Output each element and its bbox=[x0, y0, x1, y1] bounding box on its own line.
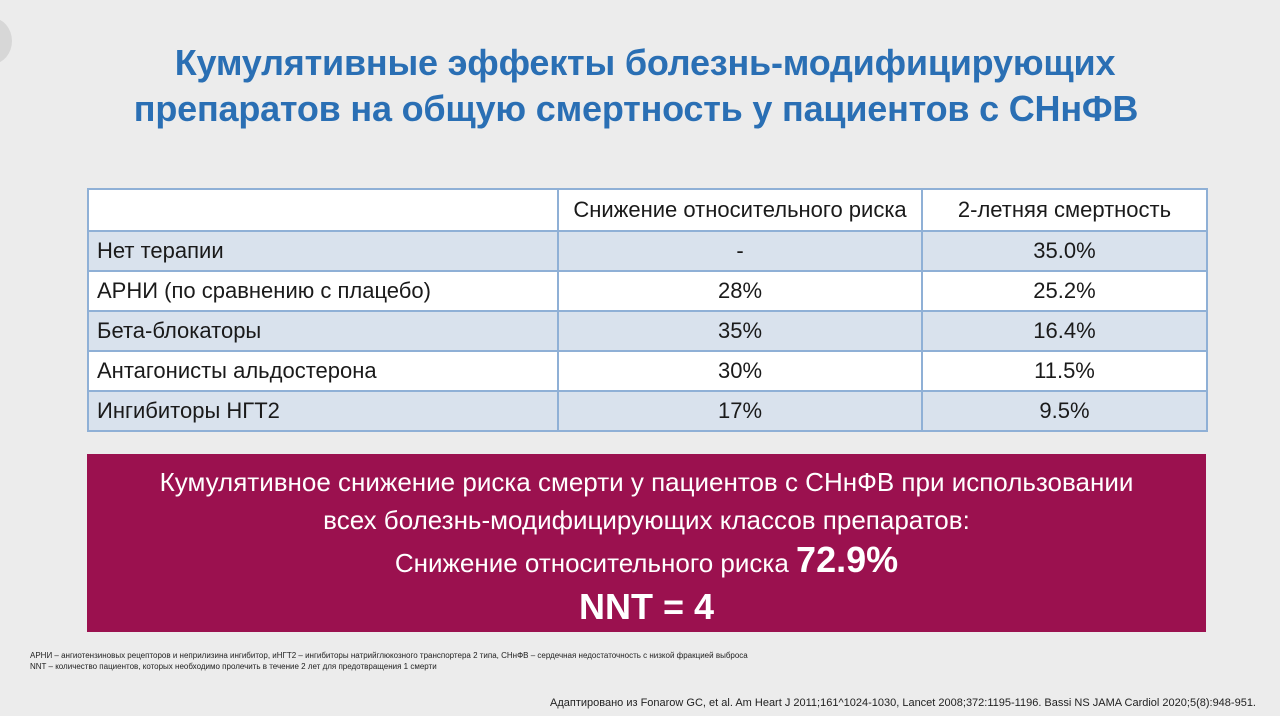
summary-rrr: Снижение относительного риска 72.9% bbox=[87, 539, 1206, 584]
footnotes: АРНИ – ангиотензиновых рецепторов и непр… bbox=[30, 650, 748, 672]
footnote-line-1: АРНИ – ангиотензиновых рецепторов и непр… bbox=[30, 651, 748, 660]
summary-rrr-label: Снижение относительного риска bbox=[394, 548, 789, 578]
table-row: Бета-блокаторы 35% 16.4% bbox=[87, 310, 1208, 352]
summary-nnt: NNT = 4 bbox=[578, 586, 715, 627]
footnote-line-2: NNT – количество пациентов, которых необ… bbox=[30, 662, 437, 671]
slide-title-line-1: Кумулятивные эффекты болезнь-модифицирую… bbox=[174, 42, 1116, 83]
row-mortality: 16.4% bbox=[921, 310, 1208, 352]
therapy-table: Снижение относительного риска 2-летняя с… bbox=[87, 188, 1208, 432]
side-handle[interactable] bbox=[0, 18, 12, 64]
slide-title: Кумулятивные эффекты болезнь-модифицирую… bbox=[0, 40, 1280, 132]
row-rrr: 17% bbox=[557, 390, 923, 432]
row-rrr: 28% bbox=[557, 270, 923, 312]
table-header-row: Снижение относительного риска 2-летняя с… bbox=[87, 188, 1208, 232]
row-rrr: 30% bbox=[557, 350, 923, 392]
source-citation: Адаптировано из Fonarow GC, et al. Am He… bbox=[549, 697, 1256, 709]
row-mortality: 25.2% bbox=[921, 270, 1208, 312]
row-mortality: 35.0% bbox=[921, 230, 1208, 272]
row-name: Антагонисты альдостерона bbox=[87, 350, 559, 392]
row-name: АРНИ (по сравнению с плацебо) bbox=[87, 270, 559, 312]
table-row: Нет терапии - 35.0% bbox=[87, 230, 1208, 272]
row-rrr: 35% bbox=[557, 310, 923, 352]
summary-line-2: всех болезнь-модифицирующих классов преп… bbox=[323, 505, 970, 535]
row-mortality: 9.5% bbox=[921, 390, 1208, 432]
header-cell-empty bbox=[87, 188, 559, 232]
summary-box: Кумулятивное снижение риска смерти у пац… bbox=[87, 454, 1206, 632]
slide-title-line-2: препаратов на общую смертность у пациент… bbox=[133, 88, 1139, 129]
summary-rrr-value: 72.9% bbox=[796, 539, 899, 580]
row-name: Бета-блокаторы bbox=[87, 310, 559, 352]
row-name: Ингибиторы НГТ2 bbox=[87, 390, 559, 432]
summary-line-1: Кумулятивное снижение риска смерти у пац… bbox=[159, 467, 1134, 497]
header-cell-mortality: 2-летняя смертность bbox=[921, 188, 1208, 232]
table-row: Антагонисты альдостерона 30% 11.5% bbox=[87, 350, 1208, 392]
table-row: Ингибиторы НГТ2 17% 9.5% bbox=[87, 390, 1208, 432]
header-cell-rrr: Снижение относительного риска bbox=[557, 188, 923, 232]
table-row: АРНИ (по сравнению с плацебо) 28% 25.2% bbox=[87, 270, 1208, 312]
row-rrr: - bbox=[557, 230, 923, 272]
row-mortality: 11.5% bbox=[921, 350, 1208, 392]
row-name: Нет терапии bbox=[87, 230, 559, 272]
